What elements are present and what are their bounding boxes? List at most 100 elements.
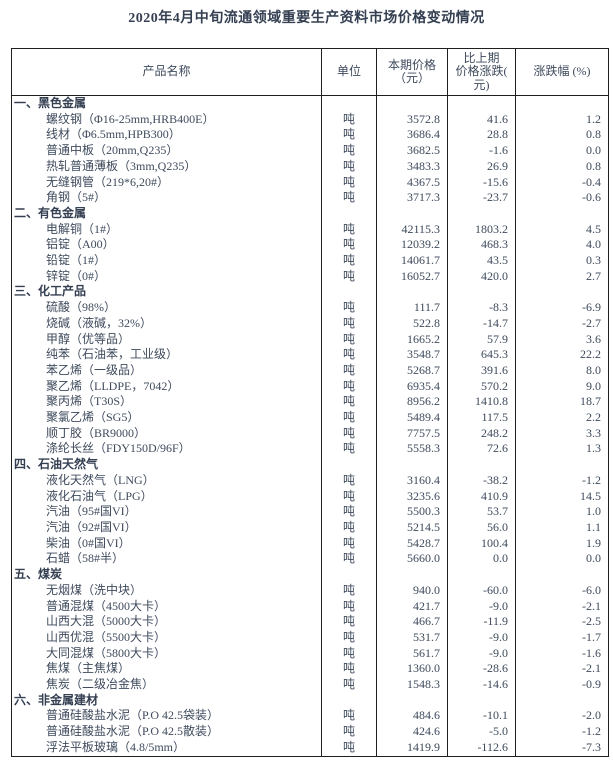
pct-cell: -7.3 bbox=[515, 739, 609, 757]
empty-cell bbox=[321, 457, 377, 473]
empty-cell bbox=[515, 205, 609, 222]
product-row: 汽油（92#国VI）吨 5214.5 56.0 1.1 bbox=[11, 519, 609, 536]
product-row: 山西大混（5000大卡）吨 466.7 -11.9 -2.5 bbox=[11, 614, 609, 630]
unit-cell: 吨 bbox=[321, 300, 377, 316]
price-cell: 561.7 bbox=[376, 645, 448, 662]
unit-cell: 吨 bbox=[321, 661, 377, 678]
section-title: 四、石油天然气 bbox=[11, 457, 322, 473]
change-cell: -9.0 bbox=[447, 629, 516, 646]
product-name-cell: 热轧普通薄板（3mm,Q235） bbox=[11, 158, 322, 175]
change-cell: -10.1 bbox=[447, 708, 516, 725]
product-row: 线材（Φ6.5mm,HPB300）吨 3686.4 28.8 0.8 bbox=[11, 127, 609, 144]
product-name-cell: 顺丁胶（BR9000） bbox=[11, 425, 322, 442]
section-title: 五、煤炭 bbox=[11, 567, 322, 583]
change-cell: -112.6 bbox=[447, 739, 516, 757]
pct-cell: -6.0 bbox=[515, 582, 609, 599]
price-cell: 6935.4 bbox=[376, 378, 448, 395]
change-cell: 570.2 bbox=[447, 378, 516, 395]
change-cell: 420.0 bbox=[447, 268, 516, 285]
pct-cell: -2.1 bbox=[515, 661, 609, 678]
price-cell: 1419.9 bbox=[376, 739, 448, 757]
unit-cell: 吨 bbox=[321, 472, 377, 489]
pct-cell: 3.3 bbox=[515, 425, 609, 442]
unit-cell: 吨 bbox=[321, 394, 377, 411]
section-row: 三、化工产品 bbox=[11, 284, 609, 301]
empty-cell bbox=[515, 284, 609, 301]
unit-cell: 吨 bbox=[321, 315, 377, 332]
price-cell: 3160.4 bbox=[376, 472, 448, 489]
product-row: 顺丁胶（BR9000）吨 7757.5 248.2 3.3 bbox=[11, 425, 609, 442]
change-cell: -15.6 bbox=[447, 174, 516, 191]
pct-cell: -1.6 bbox=[515, 645, 609, 662]
product-row: 角钢（5#）吨 3717.3 -23.7 -0.6 bbox=[11, 190, 609, 206]
pct-cell: -2.1 bbox=[515, 598, 609, 615]
change-cell: 100.4 bbox=[447, 535, 516, 552]
pct-cell: 4.0 bbox=[515, 237, 609, 254]
pct-cell: -0.6 bbox=[515, 190, 609, 206]
product-row: 聚丙烯（T30S）吨 8956.2 1410.8 18.7 bbox=[11, 394, 609, 411]
product-row: 浮法平板玻璃（4.8/5mm）吨 1419.9 -112.6 -7.3 bbox=[11, 739, 609, 757]
unit-cell: 吨 bbox=[321, 143, 377, 159]
unit-cell: 吨 bbox=[321, 629, 377, 646]
price-cell: 3682.5 bbox=[376, 143, 448, 159]
product-row: 焦炭（二级冶金焦）吨 1548.3 -14.6 -0.9 bbox=[11, 677, 609, 693]
pct-cell: 0.3 bbox=[515, 253, 609, 269]
price-cell: 42115.3 bbox=[376, 221, 448, 238]
change-cell: 1803.2 bbox=[447, 221, 516, 238]
pct-cell: 4.5 bbox=[515, 221, 609, 238]
unit-cell: 吨 bbox=[321, 362, 377, 379]
product-row: 铅锭（1#）吨 14061.7 43.5 0.3 bbox=[11, 253, 609, 269]
unit-cell: 吨 bbox=[321, 488, 377, 505]
price-table: 产品名称 单位 本期价格 （元） 比上期 价格涨跌( 元) 涨跌幅 (%) 一、… bbox=[11, 48, 609, 757]
pct-cell: 0.0 bbox=[515, 551, 609, 568]
unit-cell: 吨 bbox=[321, 708, 377, 725]
change-cell: -11.9 bbox=[447, 614, 516, 630]
product-row: 锌锭（0#）吨 16052.7 420.0 2.7 bbox=[11, 268, 609, 285]
product-name-cell: 浮法平板玻璃（4.8/5mm） bbox=[11, 739, 322, 757]
change-cell: 56.0 bbox=[447, 519, 516, 536]
empty-cell bbox=[376, 567, 448, 583]
table-header: 产品名称 单位 本期价格 （元） 比上期 价格涨跌( 元) 涨跌幅 (%) bbox=[11, 48, 609, 96]
price-cell: 16052.7 bbox=[376, 268, 448, 285]
empty-cell bbox=[447, 457, 516, 473]
empty-cell bbox=[515, 567, 609, 583]
change-cell: -9.0 bbox=[447, 598, 516, 615]
product-row: 聚乙烯（LLDPE，7042）吨 6935.4 570.2 9.0 bbox=[11, 378, 609, 395]
product-name-cell: 柴油（0#国VI） bbox=[11, 535, 322, 552]
unit-cell: 吨 bbox=[321, 551, 377, 568]
unit-cell: 吨 bbox=[321, 253, 377, 269]
product-name-cell: 山西大混（5000大卡） bbox=[11, 614, 322, 630]
change-cell: 391.6 bbox=[447, 362, 516, 379]
pct-cell: 2.7 bbox=[515, 268, 609, 285]
change-cell: 117.5 bbox=[447, 410, 516, 426]
product-name-cell: 锌锭（0#） bbox=[11, 268, 322, 285]
change-cell: 41.6 bbox=[447, 111, 516, 128]
price-cell: 5214.5 bbox=[376, 519, 448, 536]
product-name-cell: 涤纶长丝（FDY150D/96F） bbox=[11, 441, 322, 458]
product-name-cell: 焦炭（二级冶金焦） bbox=[11, 677, 322, 693]
pct-cell: 1.9 bbox=[515, 535, 609, 552]
change-cell: 72.6 bbox=[447, 441, 516, 458]
product-name-cell: 螺纹钢（Φ16-25mm,HRB400E） bbox=[11, 111, 322, 128]
product-row: 汽油（95#国VI）吨 5500.3 53.7 1.0 bbox=[11, 504, 609, 520]
change-cell: -8.3 bbox=[447, 300, 516, 316]
product-name-cell: 铅锭（1#） bbox=[11, 253, 322, 269]
change-cell: 43.5 bbox=[447, 253, 516, 269]
unit-cell: 吨 bbox=[321, 237, 377, 254]
product-row: 苯乙烯（一级品）吨 5268.7 391.6 8.0 bbox=[11, 362, 609, 379]
price-cell: 12039.2 bbox=[376, 237, 448, 254]
header-current-price: 本期价格 （元） bbox=[376, 48, 448, 96]
price-cell: 5489.4 bbox=[376, 410, 448, 426]
product-row: 普通硅酸盐水泥（P.O 42.5袋装）吨 484.6 -10.1 -2.0 bbox=[11, 708, 609, 725]
product-row: 大同混煤（5800大卡）吨 561.7 -9.0 -1.6 bbox=[11, 645, 609, 662]
unit-cell: 吨 bbox=[321, 504, 377, 520]
change-cell: 57.9 bbox=[447, 331, 516, 348]
section-row: 二、有色金属 bbox=[11, 205, 609, 222]
pct-cell: 1.2 bbox=[515, 111, 609, 128]
unit-cell: 吨 bbox=[321, 598, 377, 615]
change-cell: -9.0 bbox=[447, 645, 516, 662]
header-price-change: 比上期 价格涨跌( 元) bbox=[447, 48, 516, 96]
product-name-cell: 普通中板（20mm,Q235） bbox=[11, 143, 322, 159]
product-row: 山西优混（5500大卡）吨 531.7 -9.0 -1.7 bbox=[11, 629, 609, 646]
change-cell: 53.7 bbox=[447, 504, 516, 520]
